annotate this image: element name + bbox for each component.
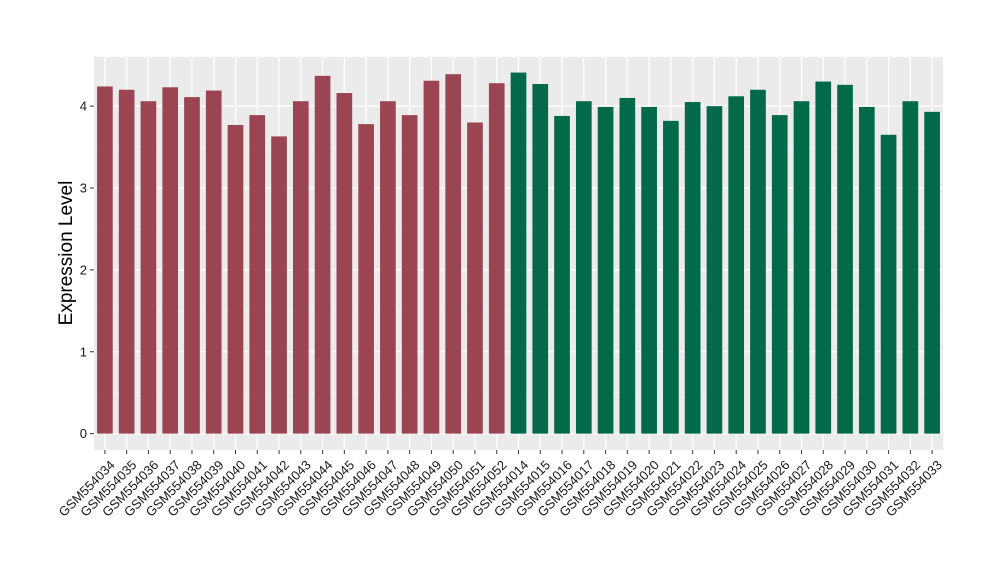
bar-GSM554052 bbox=[488, 83, 505, 434]
bar-GSM554036 bbox=[140, 101, 157, 434]
bar-GSM554019 bbox=[619, 97, 636, 434]
y-tick-label: 3 bbox=[80, 181, 87, 196]
bar-GSM554034 bbox=[97, 86, 113, 434]
bar-GSM554017 bbox=[575, 101, 592, 434]
bar-GSM554027 bbox=[793, 101, 810, 434]
bar-GSM554024 bbox=[728, 96, 745, 434]
x-axis-ticks: GSM554034GSM554035GSM554036GSM554037GSM5… bbox=[56, 450, 945, 520]
bar-GSM554031 bbox=[880, 134, 897, 434]
bar-GSM554032 bbox=[902, 101, 919, 434]
bar-GSM554029 bbox=[837, 84, 853, 434]
bar-GSM554040 bbox=[227, 124, 244, 434]
bar-GSM554049 bbox=[423, 80, 440, 434]
bar-GSM554025 bbox=[750, 89, 766, 434]
bar-GSM554028 bbox=[815, 81, 832, 434]
bar-GSM554037 bbox=[162, 87, 179, 434]
bar-GSM554015 bbox=[532, 84, 549, 434]
bar-GSM554014 bbox=[510, 72, 527, 434]
bar-GSM554043 bbox=[292, 101, 309, 434]
y-axis-title: Expression Level bbox=[56, 181, 77, 326]
y-tick-label: 0 bbox=[80, 426, 87, 441]
bar-GSM554033 bbox=[924, 111, 940, 434]
bar-GSM554016 bbox=[554, 115, 570, 434]
y-tick-label: 1 bbox=[80, 344, 87, 359]
bar-GSM554026 bbox=[771, 115, 788, 434]
bar-GSM554047 bbox=[380, 101, 396, 434]
bar-GSM554020 bbox=[641, 106, 657, 434]
bar-GSM554041 bbox=[249, 115, 266, 434]
bar-GSM554046 bbox=[358, 124, 374, 434]
bar-GSM554023 bbox=[706, 106, 723, 434]
bar-GSM554018 bbox=[597, 106, 614, 434]
bar-GSM554039 bbox=[205, 90, 222, 434]
bar-GSM554022 bbox=[684, 102, 701, 434]
bar-GSM554044 bbox=[314, 75, 331, 434]
bar-GSM554021 bbox=[663, 120, 679, 434]
bar-GSM554042 bbox=[271, 136, 287, 434]
y-tick-label: 2 bbox=[80, 262, 87, 277]
bar-GSM554050 bbox=[445, 74, 462, 434]
bar-GSM554051 bbox=[467, 122, 483, 434]
bar-GSM554048 bbox=[401, 115, 418, 434]
bar-GSM554030 bbox=[858, 106, 875, 434]
y-tick-label: 4 bbox=[80, 99, 87, 114]
bar-GSM554045 bbox=[336, 93, 353, 434]
bar-GSM554038 bbox=[184, 97, 200, 434]
bars bbox=[97, 72, 940, 434]
bar-GSM554035 bbox=[118, 89, 135, 434]
y-axis-ticks: 0 1 2 3 4 bbox=[80, 99, 94, 441]
